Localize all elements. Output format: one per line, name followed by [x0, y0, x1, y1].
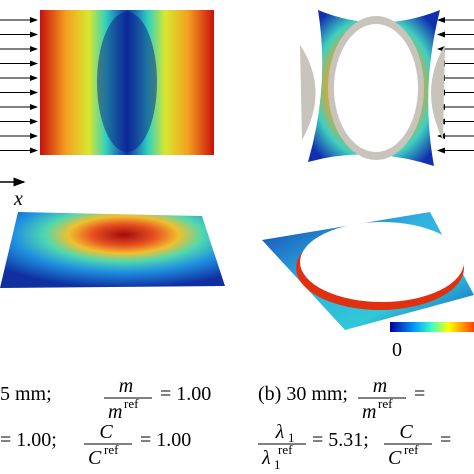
load-arrows: [0, 17, 474, 154]
caption-text: = 5.31;: [312, 429, 369, 451]
caption-text: 5 mm;: [0, 383, 52, 405]
hole: [334, 24, 418, 152]
crescent: [300, 45, 316, 140]
numerator: C: [99, 421, 113, 443]
superscript: ref: [404, 442, 419, 457]
crescent: [430, 45, 445, 140]
numerator: m: [373, 375, 387, 397]
hole-3d: [300, 222, 464, 302]
caption-text: = 1.00: [140, 429, 191, 451]
caption-text: =: [414, 383, 425, 405]
subscript: 1: [274, 457, 281, 472]
caption-text: = 1.00: [160, 383, 211, 405]
numerator: m: [119, 375, 133, 397]
caption-text: = 1.00;: [0, 429, 57, 451]
denominator: C: [388, 447, 402, 469]
superscript: ref: [124, 396, 139, 411]
numerator: C: [399, 421, 413, 443]
axis-label: x: [13, 188, 23, 210]
denominator: m: [362, 401, 376, 423]
subscript: 1: [288, 430, 295, 445]
denominator: λ: [261, 447, 271, 469]
plate-3d-a: [0, 212, 225, 288]
captions: 5 mm; mm ref = 1.00= 1.00; CC ref = 1.00(b) 30…: [0, 375, 451, 472]
colorbar: [390, 322, 474, 332]
denominator: C: [88, 447, 102, 469]
superscript: ref: [104, 442, 119, 457]
numerator: λ: [275, 421, 285, 443]
caption-text: (b) 30 mm;: [258, 383, 348, 405]
denominator: m: [108, 401, 122, 423]
plate-a-center: [97, 12, 157, 152]
colorbar-label: 0: [392, 339, 402, 361]
caption-text: =: [440, 429, 451, 451]
superscript: ref: [378, 396, 393, 411]
superscript: ref: [278, 442, 293, 457]
